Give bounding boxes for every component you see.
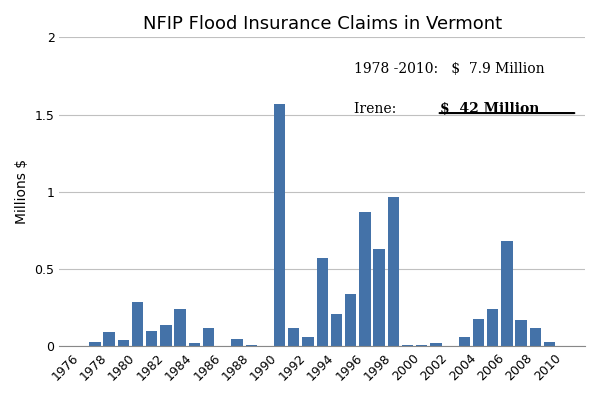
Bar: [515, 320, 527, 346]
Bar: [274, 104, 285, 346]
Bar: [231, 339, 242, 346]
Bar: [359, 212, 371, 346]
Bar: [89, 342, 101, 346]
Bar: [132, 302, 143, 346]
Y-axis label: Millions $: Millions $: [15, 159, 29, 224]
Title: NFIP Flood Insurance Claims in Vermont: NFIP Flood Insurance Claims in Vermont: [143, 15, 502, 33]
Bar: [373, 249, 385, 346]
Bar: [160, 325, 172, 346]
Bar: [203, 328, 214, 346]
Bar: [530, 328, 541, 346]
Text: 1978 -2010:   $  7.9 Million: 1978 -2010: $ 7.9 Million: [354, 62, 544, 76]
Bar: [188, 343, 200, 346]
Bar: [302, 337, 314, 346]
Bar: [317, 258, 328, 346]
Bar: [288, 328, 299, 346]
Bar: [345, 294, 356, 346]
Bar: [245, 345, 257, 346]
Bar: [487, 309, 499, 346]
Bar: [146, 331, 157, 346]
Bar: [544, 342, 555, 346]
Bar: [402, 345, 413, 346]
Text: Irene:: Irene:: [354, 102, 444, 116]
Bar: [430, 343, 442, 346]
Bar: [501, 241, 512, 346]
Bar: [331, 314, 342, 346]
Bar: [175, 309, 186, 346]
Bar: [458, 337, 470, 346]
Bar: [103, 332, 115, 346]
Bar: [416, 345, 427, 346]
Bar: [388, 197, 399, 346]
Bar: [473, 318, 484, 346]
Bar: [118, 340, 129, 346]
Text: $  42 Million: $ 42 Million: [440, 102, 540, 116]
